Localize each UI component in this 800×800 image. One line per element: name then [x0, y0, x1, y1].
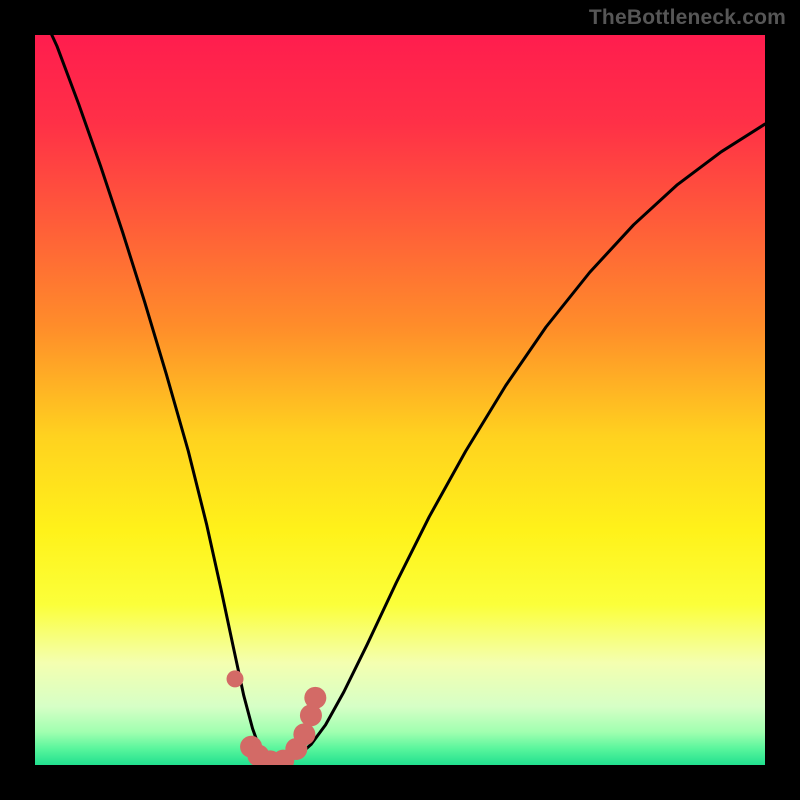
watermark-label: TheBottleneck.com [589, 6, 786, 30]
plot-background [35, 35, 765, 765]
marker-dot [293, 723, 315, 745]
bottleneck-curve-chart [0, 0, 800, 800]
marker-dot [304, 687, 326, 709]
marker-dot [227, 670, 244, 687]
chart-stage: TheBottleneck.com [0, 0, 800, 800]
